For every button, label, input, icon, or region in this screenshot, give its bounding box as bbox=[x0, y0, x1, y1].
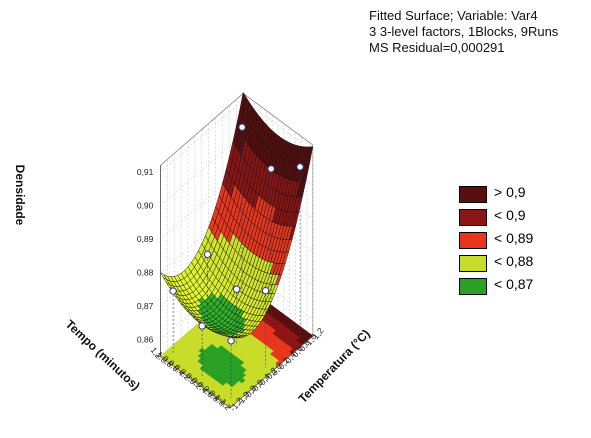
legend-swatch bbox=[459, 232, 487, 249]
z-tick-label: 0,86 bbox=[137, 335, 154, 345]
z-tick-label: 0,90 bbox=[137, 201, 154, 211]
legend-label: < 0,9 bbox=[494, 207, 526, 223]
design-point bbox=[267, 165, 275, 173]
z-tick-label: 0,91 bbox=[137, 167, 154, 177]
surface-cell bbox=[226, 333, 235, 337]
fit-info-line-3: MS Residual=0,000291 bbox=[369, 40, 505, 55]
fit-info-line-1: Fitted Surface; Variable: Var4 bbox=[369, 8, 538, 23]
design-point bbox=[261, 286, 270, 295]
fit-info: Fitted Surface; Variable: Var4 3 3-level… bbox=[369, 8, 558, 56]
z-tick-label: 0,89 bbox=[137, 234, 154, 244]
legend-label: < 0,88 bbox=[494, 253, 534, 269]
x-axis-title: Tempo (minutos) bbox=[63, 317, 143, 393]
legend-swatch bbox=[459, 278, 487, 295]
design-point bbox=[238, 123, 246, 131]
z-axis-title: Densidade bbox=[13, 165, 27, 226]
fit-info-line-2: 3 3-level factors, 1Blocks, 9Runs bbox=[369, 24, 559, 39]
design-point bbox=[198, 322, 206, 330]
legend-label: < 0,87 bbox=[494, 276, 534, 292]
legend-label: > 0,9 bbox=[494, 184, 526, 200]
box-edge bbox=[160, 335, 314, 409]
legend-label: < 0,89 bbox=[494, 230, 534, 246]
legend-swatch bbox=[459, 209, 487, 226]
design-point bbox=[169, 287, 177, 295]
z-tick-label: 0,88 bbox=[137, 268, 154, 278]
legend-swatch bbox=[459, 255, 487, 272]
design-point bbox=[203, 250, 212, 259]
design-point bbox=[227, 337, 235, 345]
legend-swatch bbox=[459, 186, 487, 203]
z-tick-label: 0,87 bbox=[137, 301, 154, 311]
design-point bbox=[232, 285, 241, 293]
design-point bbox=[296, 163, 304, 171]
